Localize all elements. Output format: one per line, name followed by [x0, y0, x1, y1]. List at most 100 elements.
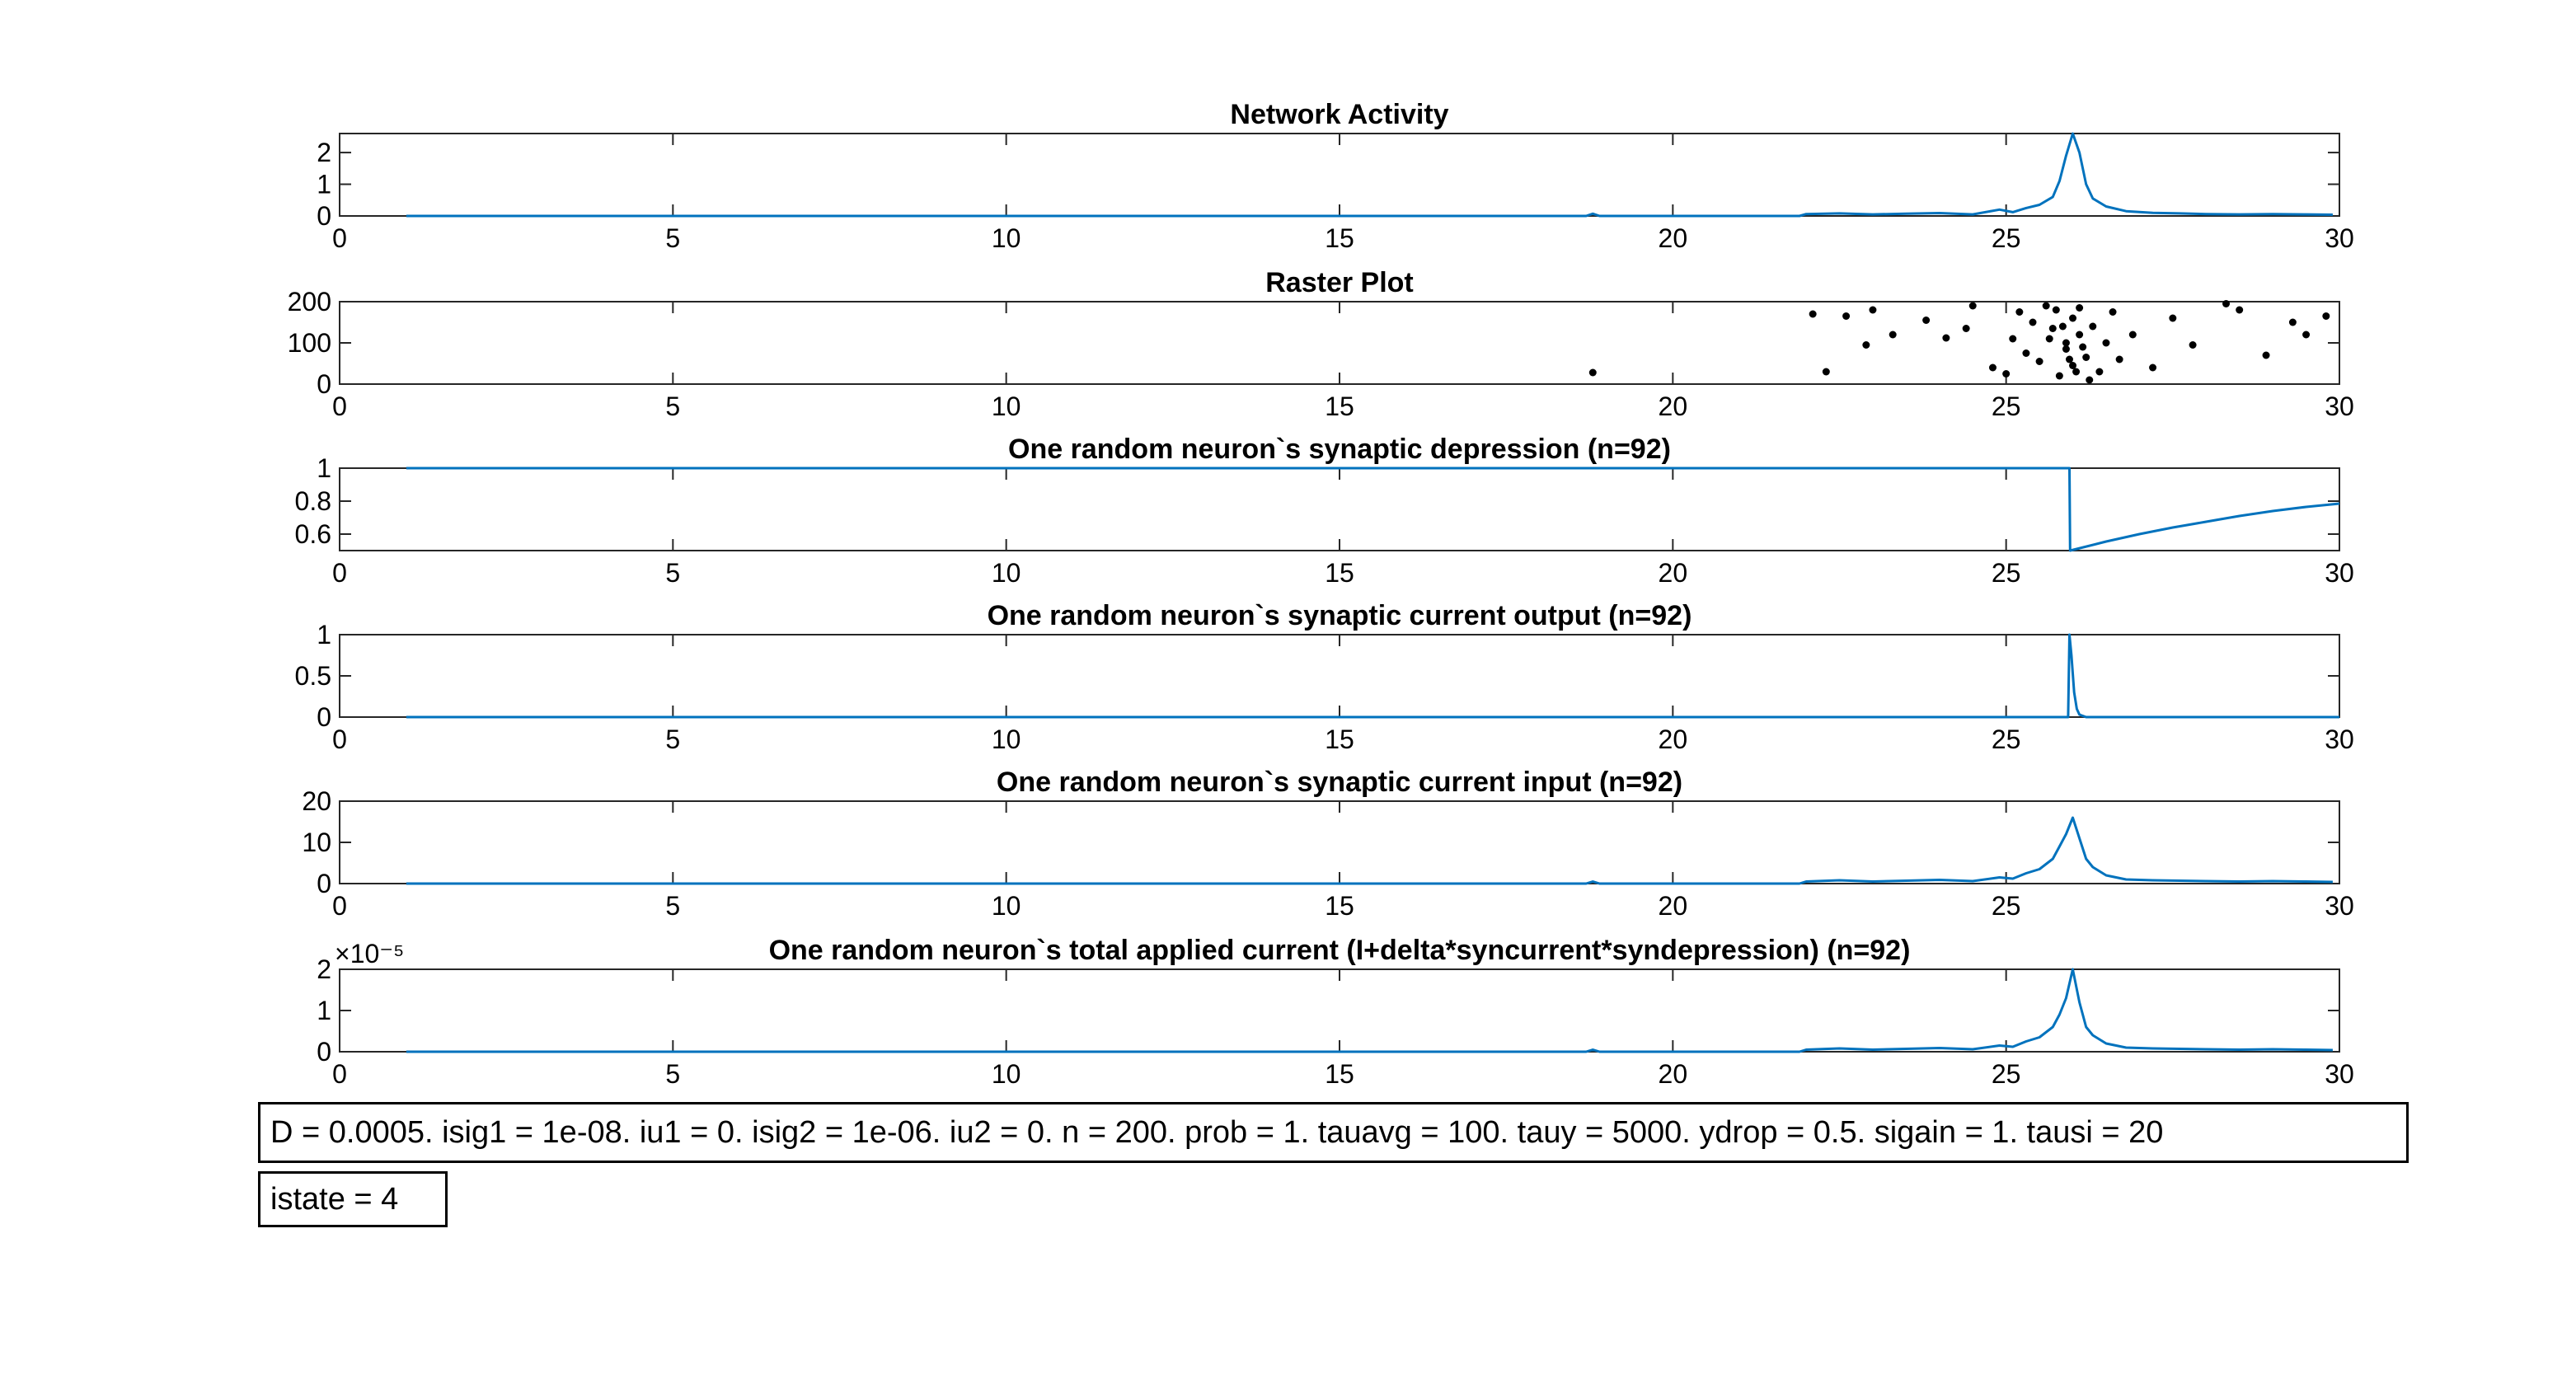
istate-text: istate = 4 [270, 1181, 399, 1217]
x-tick-label: 5 [665, 558, 680, 588]
raster-spike-dot [2076, 304, 2084, 312]
y-tick-label: 0 [317, 702, 331, 732]
raster-spike-dot [2065, 355, 2073, 363]
x-tick-label: 20 [1659, 1059, 1688, 1089]
raster-spike-dot [2042, 302, 2050, 310]
x-tick-label: 25 [1992, 558, 2021, 588]
raster-spike-dot [1922, 317, 1931, 324]
raster-spike-dot [2045, 335, 2053, 343]
y-tick-label: 1 [317, 170, 331, 199]
raster-spike-dot [1588, 368, 1597, 377]
x-tick-label: 5 [665, 392, 680, 421]
raster-spike-dot [2262, 351, 2270, 359]
y-tick-label: 0.8 [295, 486, 331, 516]
x-tick-label: 10 [992, 558, 1021, 588]
x-tick-label: 25 [1992, 1059, 2021, 1089]
axes-box [339, 467, 2340, 551]
y-tick-label: 0 [317, 869, 331, 898]
x-tick-label: 25 [1992, 223, 2021, 253]
raster-spike-dot [2022, 349, 2030, 357]
x-tick-label: 20 [1659, 392, 1688, 421]
x-tick-label: 15 [1325, 725, 1354, 754]
x-tick-label: 5 [665, 725, 680, 754]
y-tick-label: 1 [317, 996, 331, 1025]
raster-spike-dot [2069, 362, 2077, 369]
raster-spike-dot [2149, 363, 2157, 372]
x-tick-label: 30 [2325, 1059, 2354, 1089]
raster-spike-dot [2048, 325, 2057, 332]
x-tick-label: 0 [332, 725, 347, 754]
x-tick-label: 5 [665, 1059, 680, 1089]
y-tick-label: 200 [288, 287, 331, 317]
subplot-3: One random neuron`s synaptic depression … [295, 434, 2354, 588]
raster-spike-dot [1968, 302, 1977, 310]
x-tick-label: 30 [2325, 392, 2354, 421]
x-tick-label: 15 [1325, 1059, 1354, 1089]
y-tick-label: 1 [317, 620, 331, 649]
plot-title: Raster Plot [1265, 267, 1414, 298]
raster-spike-dot [2089, 322, 2097, 331]
x-tick-label: 15 [1325, 223, 1354, 253]
x-tick-label: 30 [2325, 891, 2354, 921]
x-tick-label: 10 [992, 392, 1021, 421]
x-tick-label: 15 [1325, 558, 1354, 588]
raster-spike-dot [1862, 341, 1870, 349]
x-tick-label: 15 [1325, 392, 1354, 421]
series-line-1 [406, 633, 2339, 719]
raster-spike-dot [2128, 331, 2137, 339]
raster-spike-dot [2052, 306, 2060, 314]
series-line-1 [406, 467, 2340, 552]
x-tick-label: 0 [332, 392, 347, 421]
raster-spike-dot [2222, 300, 2231, 307]
x-tick-label: 30 [2325, 223, 2354, 253]
raster-spike-dot [1822, 368, 1830, 376]
raster-spike-dot [1988, 363, 1997, 372]
axes-box [339, 634, 2340, 718]
raster-spike-dot [2062, 345, 2070, 353]
raster-spike-dot [2009, 335, 2017, 343]
parameters-text: D = 0.0005. isig1 = 1e-08. iu1 = 0. isig… [270, 1114, 2164, 1150]
raster-spike-dot [2288, 318, 2297, 326]
raster-spike-dot [2095, 368, 2104, 376]
y-tick-label: 0.5 [295, 661, 331, 691]
y-exponent-label: ×10⁻⁵ [335, 939, 404, 968]
raster-spike-dot [2086, 376, 2094, 384]
istate-annotation: istate = 4 [258, 1171, 448, 1227]
raster-spike-dot [1869, 306, 1877, 314]
raster-spike-dot [2102, 339, 2110, 347]
series-line-1 [406, 816, 2333, 885]
raster-spike-dot [2035, 358, 2043, 365]
y-tick-label: 2 [317, 138, 331, 167]
x-tick-label: 30 [2325, 558, 2354, 588]
raster-spike-dot [1809, 310, 1817, 318]
axes-box [339, 800, 2340, 884]
x-tick-label: 10 [992, 1059, 1021, 1089]
raster-spike-dot [2109, 308, 2117, 316]
x-tick-label: 5 [665, 891, 680, 921]
x-tick-label: 15 [1325, 891, 1354, 921]
parameters-annotation: D = 0.0005. isig1 = 1e-08. iu1 = 0. isig… [258, 1102, 2409, 1163]
raster-spike-dot [2169, 314, 2177, 322]
y-tick-label: 1 [317, 453, 331, 483]
x-tick-label: 20 [1659, 725, 1688, 754]
plot-title: One random neuron`s total applied curren… [769, 935, 1911, 966]
raster-spike-dot [2072, 368, 2081, 376]
raster-spike-dot [2302, 331, 2311, 339]
y-tick-label: 0 [317, 1037, 331, 1067]
raster-spike-dot [2002, 370, 2011, 377]
x-tick-label: 0 [332, 223, 347, 253]
raster-spike-dot [2062, 339, 2070, 347]
raster-spike-dot [2029, 318, 2037, 326]
subplot-1: Network Activity 0 5 10 15 20 25 30 01 2 [317, 99, 2354, 253]
x-tick-label: 0 [332, 1059, 347, 1089]
x-tick-label: 20 [1659, 891, 1688, 921]
series-line-1 [406, 968, 2333, 1053]
raster-spike-dot [2236, 306, 2244, 314]
axes-box [339, 968, 2340, 1053]
x-tick-label: 5 [665, 223, 680, 253]
raster-spike-dot [2082, 354, 2090, 361]
x-tick-label: 25 [1992, 891, 2021, 921]
raster-spike-dot [2115, 355, 2123, 363]
plot-title: One random neuron`s synaptic current out… [988, 600, 1692, 631]
raster-spike-dot [2069, 314, 2077, 322]
